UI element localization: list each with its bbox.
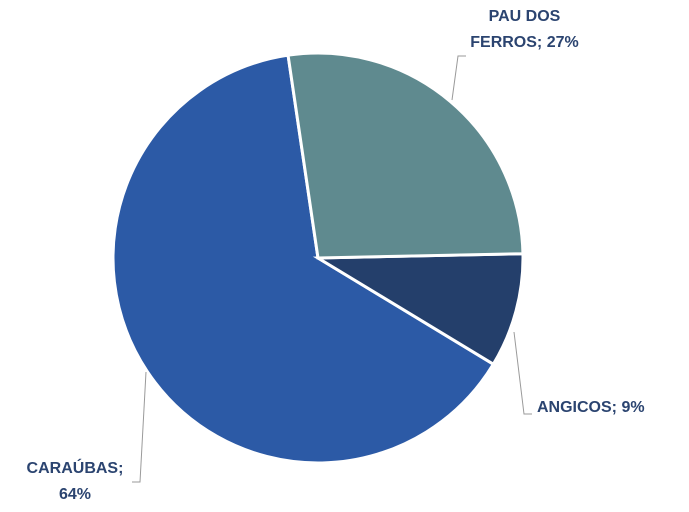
slice-label: PAU DOS FERROS; 27%: [462, 4, 587, 56]
category: ANGICOS: [537, 399, 612, 416]
category: CARAÚBAS: [26, 460, 119, 477]
leader-line: [513, 331, 532, 415]
separator: ;: [611, 399, 622, 416]
slice-label: CARAÚBAS; 64%: [20, 456, 130, 508]
pie-slice: [312, 252, 525, 367]
separator: ;: [536, 34, 547, 51]
pie-slice: [286, 51, 525, 260]
value-label: 64%: [58, 486, 92, 503]
leader-line: [451, 55, 466, 101]
slice-label: ANGICOS; 9%: [537, 395, 677, 421]
leader-line: [132, 371, 147, 483]
pie-slice: [111, 53, 496, 465]
value-label: 27%: [546, 34, 579, 51]
category: PAU DOS FERROS: [470, 8, 561, 51]
separator: ;: [118, 460, 124, 477]
value-label: 9%: [621, 399, 645, 416]
